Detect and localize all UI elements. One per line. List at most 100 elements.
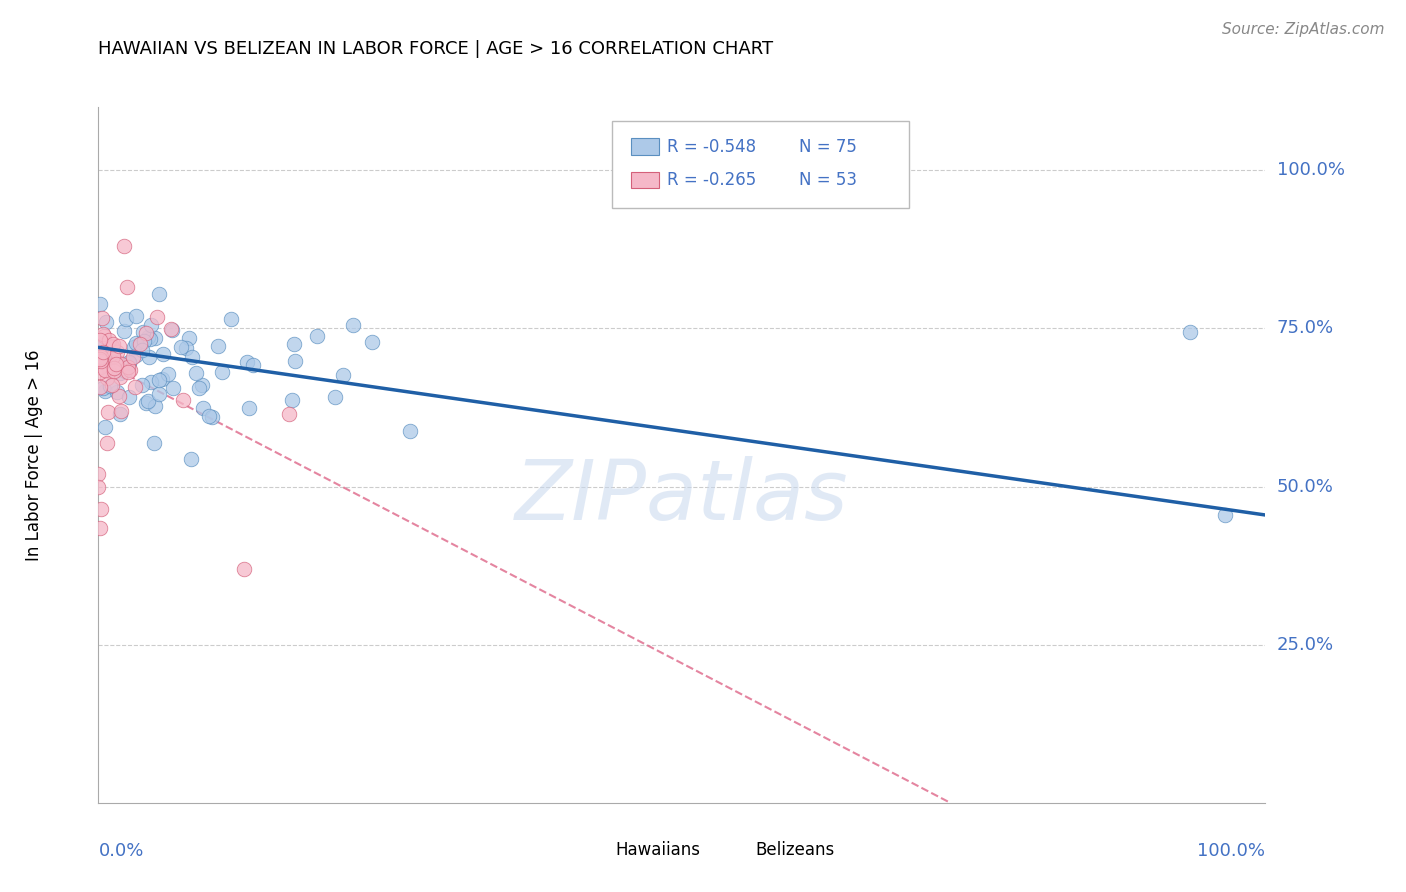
Point [114, 364, 136, 378]
Point [112, 324, 135, 338]
Point [93, 328, 115, 343]
Point [107, 339, 129, 353]
Point [150, 371, 173, 385]
Text: HAWAIIAN VS BELIZEAN IN LABOR FORCE | AGE > 16 CORRELATION CHART: HAWAIIAN VS BELIZEAN IN LABOR FORCE | AG… [98, 40, 773, 58]
Point [160, 322, 183, 336]
Point [188, 381, 211, 395]
Point [89, 296, 111, 310]
Point [143, 331, 166, 345]
Point [136, 329, 159, 343]
Point [89, 348, 111, 362]
Point [91, 344, 114, 359]
Point [125, 347, 148, 361]
Point [90, 349, 112, 363]
Point [148, 387, 170, 401]
Point [125, 336, 148, 351]
Point [94, 363, 117, 377]
Point [117, 356, 139, 370]
Point [135, 396, 157, 410]
Point [117, 355, 139, 369]
Point [93, 420, 115, 434]
Point [105, 385, 128, 400]
Point [307, 329, 329, 343]
Text: R = -0.548: R = -0.548 [666, 137, 756, 156]
Point [101, 340, 124, 354]
Point [342, 318, 364, 333]
Point [110, 357, 132, 371]
Text: In Labor Force | Age > 16: In Labor Force | Age > 16 [25, 349, 44, 561]
Point [101, 337, 124, 351]
Point [87, 479, 110, 493]
Point [98, 359, 121, 373]
Text: 75.0%: 75.0% [1277, 319, 1334, 337]
Point [94, 346, 117, 360]
Point [283, 336, 305, 351]
Point [172, 392, 194, 407]
Point [156, 367, 179, 381]
Point [105, 344, 128, 359]
Text: R = -0.265: R = -0.265 [666, 171, 756, 189]
Point [105, 355, 128, 369]
Point [103, 361, 125, 376]
Point [278, 407, 301, 421]
Point [100, 339, 122, 353]
Point [98, 379, 121, 393]
Point [103, 364, 125, 378]
Point [90, 350, 112, 364]
Point [191, 378, 214, 392]
Point [120, 362, 142, 376]
Point [238, 401, 260, 415]
Point [117, 359, 139, 374]
Point [138, 351, 160, 365]
Text: Source: ZipAtlas.com: Source: ZipAtlas.com [1222, 22, 1385, 37]
Point [332, 368, 354, 382]
FancyBboxPatch shape [630, 138, 658, 155]
Point [89, 521, 111, 535]
Text: Belizeans: Belizeans [755, 841, 835, 859]
Point [160, 323, 183, 337]
Text: N = 53: N = 53 [799, 171, 856, 189]
Point [90, 311, 112, 326]
Point [117, 365, 139, 379]
Point [97, 334, 120, 348]
Text: 100.0%: 100.0% [1198, 842, 1265, 860]
FancyBboxPatch shape [721, 842, 747, 858]
Point [221, 311, 243, 326]
Point [1178, 325, 1201, 339]
Point [148, 286, 170, 301]
FancyBboxPatch shape [612, 121, 910, 208]
Point [87, 467, 110, 481]
Point [103, 350, 125, 364]
Point [104, 355, 127, 369]
Point [97, 404, 120, 418]
Point [177, 330, 200, 344]
Point [142, 435, 165, 450]
Point [107, 359, 129, 374]
Point [124, 380, 146, 394]
Point [143, 399, 166, 413]
Point [139, 332, 162, 346]
Point [89, 365, 111, 379]
Point [129, 336, 152, 351]
Point [174, 341, 197, 355]
Point [89, 380, 111, 394]
Text: N = 75: N = 75 [799, 137, 856, 156]
Text: 100.0%: 100.0% [1277, 161, 1344, 179]
Point [127, 337, 149, 351]
Point [242, 359, 264, 373]
Text: 25.0%: 25.0% [1277, 636, 1334, 654]
Point [139, 318, 162, 332]
Point [284, 354, 307, 368]
Point [89, 352, 111, 367]
Text: Hawaiians: Hawaiians [616, 841, 700, 859]
Point [131, 343, 153, 357]
Point [93, 335, 115, 350]
Point [122, 350, 145, 364]
Point [112, 239, 135, 253]
Point [89, 333, 111, 347]
Point [148, 373, 170, 387]
Point [90, 501, 112, 516]
Point [132, 334, 155, 349]
Point [110, 407, 132, 421]
Point [132, 325, 155, 339]
